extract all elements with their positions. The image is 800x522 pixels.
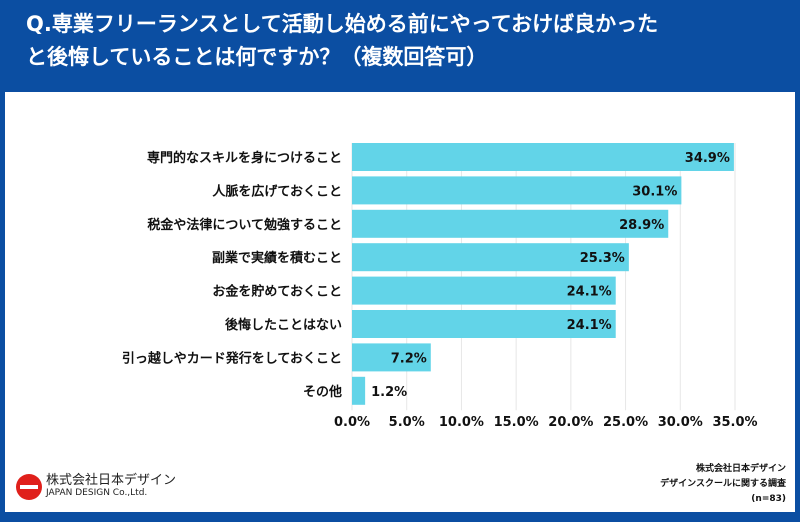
title-line-2: と後悔していることは何ですか？（複数回答可） <box>26 45 488 69</box>
data-label: 1.2% <box>371 385 407 400</box>
bar <box>352 209 669 238</box>
bar <box>352 376 366 405</box>
category-label: お金を貯めておくこと <box>212 284 342 300</box>
x-tick-label: 0.0% <box>334 415 370 430</box>
x-tick-label: 20.0% <box>548 415 593 430</box>
bar <box>352 310 616 338</box>
logo-jp: 株式会社日本デザイン <box>46 473 177 488</box>
data-label: 34.9% <box>685 151 730 166</box>
logo-mark-icon <box>16 474 42 500</box>
x-tick-label: 15.0% <box>494 415 539 430</box>
data-label: 30.1% <box>632 184 677 199</box>
category-label: 後悔したことはない <box>225 317 342 333</box>
company-logo: 株式会社日本デザイン JAPAN DESIGN Co.,Ltd. <box>16 474 176 500</box>
data-label: 24.1% <box>567 285 612 300</box>
source-line-2: デザインスクールに関する調査 <box>660 479 786 489</box>
x-tick-label: 35.0% <box>712 415 757 430</box>
title-line-1: Q.専業フリーランスとして活動し始める前にやっておけば良かった <box>26 12 659 36</box>
x-tick-label: 30.0% <box>658 415 703 430</box>
bar <box>352 343 431 372</box>
category-label: 人脈を広げておくこと <box>212 183 342 199</box>
x-tick-label: 10.0% <box>439 415 484 430</box>
category-label: 税金や法律について勉強すること <box>147 217 342 233</box>
category-label: 副業で実績を積むこと <box>212 250 342 266</box>
bar <box>352 276 616 305</box>
category-label: その他 <box>303 384 342 400</box>
chart-title: Q.専業フリーランスとして活動し始める前にやっておけば良かった と後悔しているこ… <box>26 8 786 74</box>
data-label: 25.3% <box>580 251 625 266</box>
category-label: 専門的なスキルを身につけること <box>147 150 342 166</box>
data-label: 28.9% <box>619 218 664 233</box>
bar <box>352 143 734 171</box>
bar <box>352 243 629 272</box>
category-label: 引っ越しやカード発行をしておくこと <box>122 350 342 366</box>
bar <box>352 176 682 205</box>
x-tick-label: 5.0% <box>389 415 425 430</box>
data-label: 24.1% <box>567 318 612 333</box>
source-line-1: 株式会社日本デザイン <box>695 464 786 474</box>
source-note: 株式会社日本デザイン デザインスクールに関する調査 (n=83) <box>660 462 786 507</box>
x-tick-label: 25.0% <box>603 415 648 430</box>
data-label: 7.2% <box>391 351 427 366</box>
logo-en: JAPAN DESIGN Co.,Ltd. <box>46 488 148 498</box>
source-line-3: (n=83) <box>751 494 786 504</box>
